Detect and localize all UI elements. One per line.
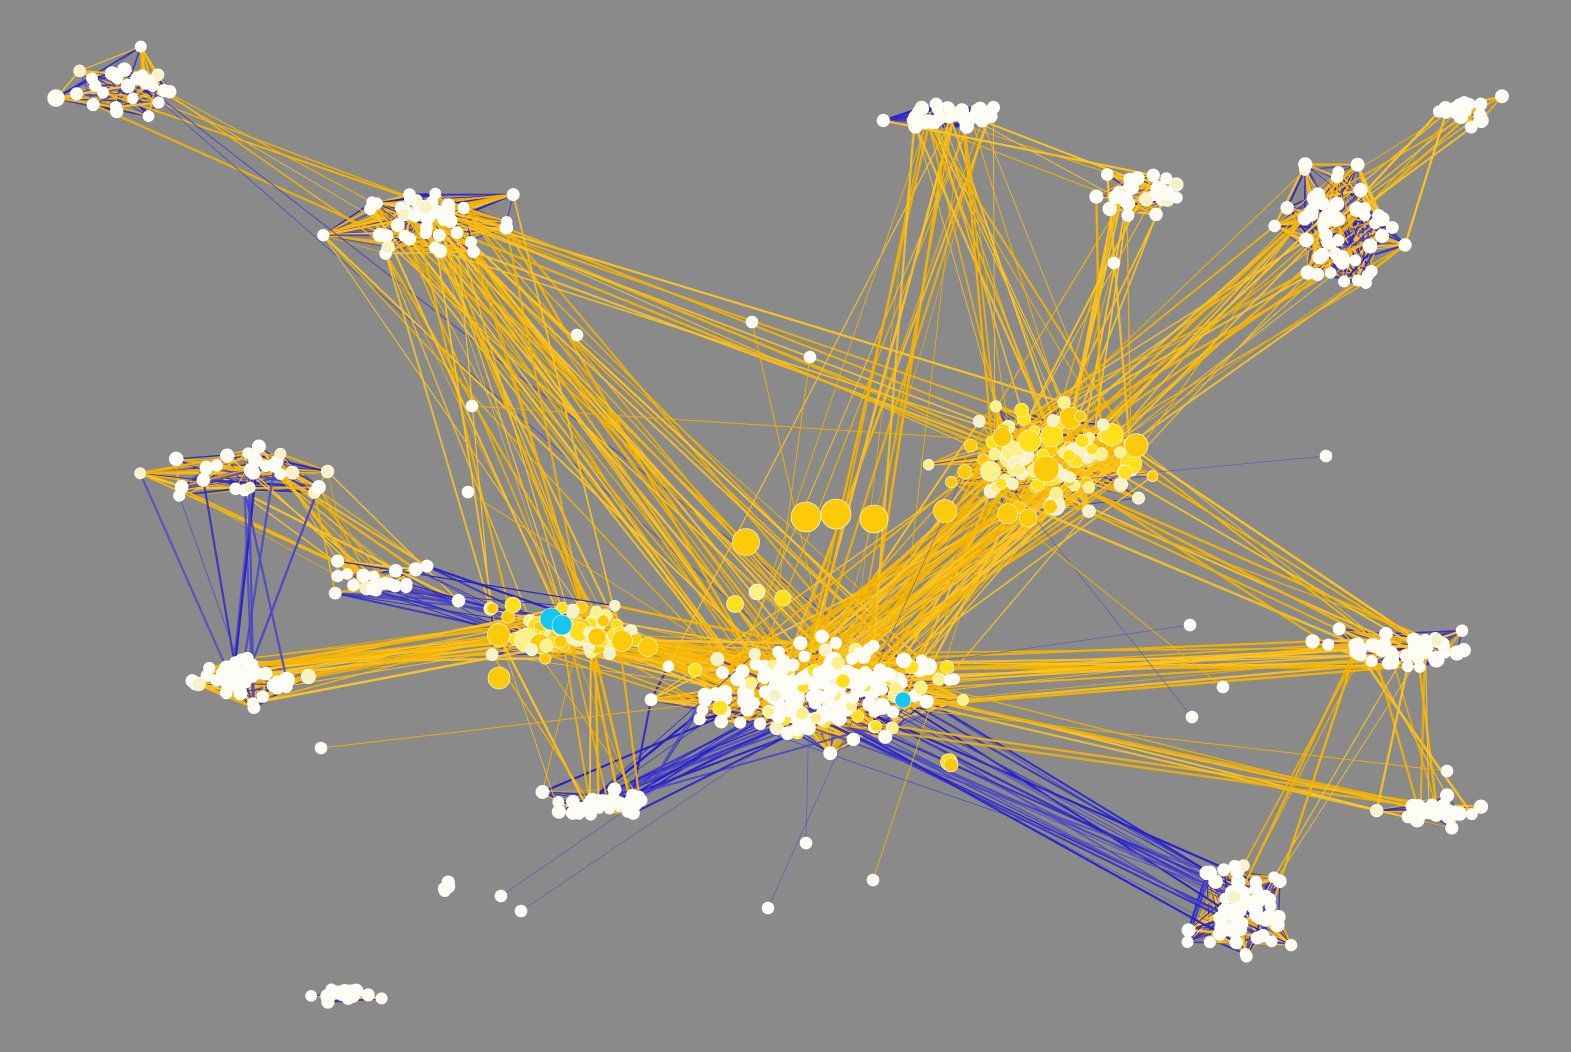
graph-edge: [279, 452, 328, 473]
graph-edge: [55, 97, 117, 108]
graph-edge: [176, 452, 249, 460]
graph-edge: [79, 46, 141, 72]
graph-edge: [323, 207, 402, 236]
graph-edge: [180, 469, 252, 491]
graph-edge: [990, 490, 1090, 512]
graph-edge: [323, 234, 386, 255]
graph-edge: [206, 466, 319, 489]
graph-edge: [179, 487, 236, 497]
graph-edge: [203, 452, 249, 481]
